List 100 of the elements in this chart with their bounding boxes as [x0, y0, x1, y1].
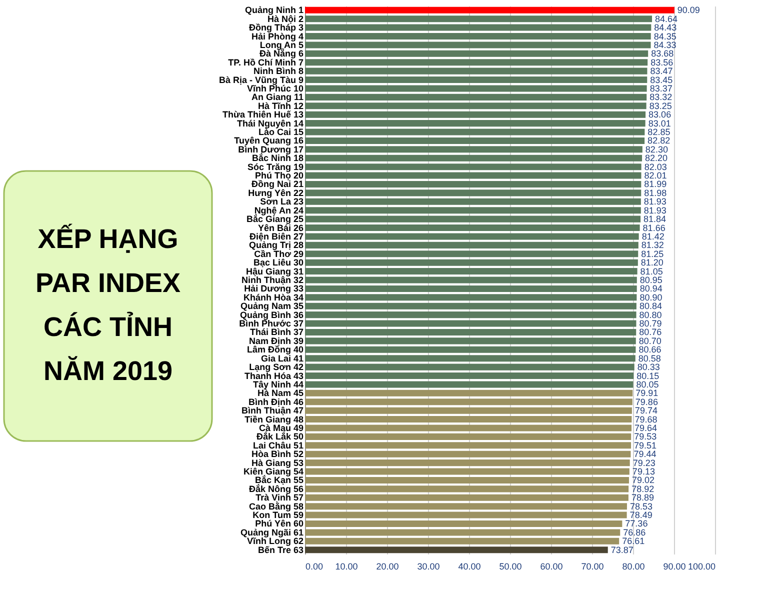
bar [305, 180, 642, 188]
bar [305, 398, 632, 406]
bar [305, 424, 632, 432]
bar [305, 538, 620, 544]
x-tick-label: 100.00 [688, 562, 716, 572]
data-label: 81.93 [644, 196, 666, 207]
data-label: 78.49 [630, 510, 652, 520]
bar [305, 468, 630, 475]
data-label: 82.82 [648, 136, 670, 146]
bar [305, 233, 639, 240]
bar [305, 276, 637, 284]
bar [305, 250, 638, 258]
bar [305, 164, 642, 170]
bar [305, 312, 636, 318]
y-tick-label: Hà Nội 2 [267, 14, 304, 24]
data-label: 83.37 [650, 83, 672, 94]
bar [305, 450, 631, 458]
data-label: 79.64 [634, 422, 658, 433]
bar [305, 94, 647, 100]
y-tick-label: Quảng Nam 35 [240, 301, 304, 312]
bar [305, 68, 648, 74]
y-tick-label: Sơn La 23 [260, 196, 304, 207]
data-label: 80.76 [639, 327, 662, 338]
bar [305, 42, 651, 48]
y-tick-label: Kon Tum 59 [252, 510, 304, 520]
data-label: 73.87 [610, 544, 634, 555]
x-tick-label: 30.00 [417, 562, 440, 572]
bar [305, 529, 620, 536]
bar [305, 372, 634, 380]
x-tick-label: 70.00 [581, 562, 604, 572]
bar [305, 6, 674, 14]
bar [305, 460, 630, 466]
data-label: 83.01 [648, 118, 671, 128]
data-label: 79.74 [634, 406, 658, 416]
x-tick-label: 60.00 [540, 562, 563, 572]
data-label: 76.86 [623, 527, 646, 538]
y-tick-label: Ninh Thuận 32 [241, 275, 304, 285]
data-label: 83.25 [649, 100, 672, 111]
data-label: 80.90 [640, 292, 662, 302]
y-tick-label: Lào Cai 15 [258, 127, 304, 138]
y-tick-label: Thanh Hóa 43 [244, 370, 304, 381]
bar [305, 520, 622, 528]
y-tick-label: Gia Lai 41 [260, 353, 304, 364]
y-tick-label: Bến Tre 63 [258, 544, 304, 555]
data-label: 90.09 [677, 5, 700, 16]
bar [305, 416, 632, 423]
x-tick-label: 90.00 [663, 562, 686, 572]
bar [305, 242, 638, 248]
y-tick-label: Hà Nam 45 [257, 388, 304, 398]
y-tick-label: An Giang 11 [251, 92, 304, 102]
y-tick-label: Tuyên Quang 16 [234, 136, 304, 146]
data-label: 84.33 [654, 40, 676, 50]
data-label: 79.68 [634, 414, 658, 424]
data-label: 80.05 [636, 379, 659, 390]
data-label: 80.80 [639, 310, 662, 320]
data-label: 79.91 [636, 388, 658, 398]
y-tick-label: Vĩnh Phúc 10 [246, 83, 304, 94]
data-label: 76.61 [622, 536, 645, 546]
bar [305, 338, 636, 344]
bar [305, 76, 648, 84]
x-tick-label: 20.00 [376, 562, 399, 572]
data-label: 79.02 [632, 475, 655, 486]
data-label: 82.03 [644, 162, 667, 172]
data-label: 78.53 [630, 501, 653, 512]
y-tick-label: Sóc Trăng 19 [247, 162, 304, 172]
data-label: 81.66 [642, 222, 666, 233]
y-tick-label: Đà Nẵng 6 [259, 48, 304, 59]
y-tick-label: Hòa Bình 52 [251, 449, 304, 460]
y-tick-label: Nghệ An 24 [254, 205, 304, 216]
y-tick-label: Thái Bình 37 [250, 327, 304, 338]
bar [305, 128, 645, 136]
y-tick-label: Tiền Giang 48 [244, 414, 304, 424]
bar [305, 346, 636, 353]
bar [305, 172, 642, 179]
y-tick-label: Lâm Đồng 40 [246, 344, 304, 355]
x-tick-label: 10.00 [335, 562, 358, 572]
data-label: 80.33 [637, 362, 660, 372]
y-tick-label: Bạc Liêu 30 [253, 258, 304, 268]
y-tick-label: Đồng Nai 21 [251, 179, 304, 190]
data-label: 83.32 [650, 92, 672, 102]
data-label: 83.45 [650, 74, 673, 85]
y-tick-label: Yên Bái 26 [258, 222, 304, 233]
bar [305, 207, 641, 214]
bar [305, 198, 641, 205]
y-tick-label: Hà Giang 53 [251, 458, 304, 468]
data-label: 79.44 [634, 449, 656, 460]
y-tick-label: TP. Hồ Chí Minh 7 [228, 57, 304, 68]
data-label: 79.86 [635, 396, 658, 407]
y-tick-label: Vĩnh Long 62 [246, 536, 304, 546]
y-tick-label: Khánh Hòa 34 [243, 292, 304, 302]
data-label: 82.01 [644, 170, 667, 181]
bar [305, 120, 646, 127]
y-tick-label: Quảng Ninh 1 [245, 5, 304, 16]
bar [305, 302, 636, 310]
bar [305, 111, 646, 118]
bar [305, 433, 632, 440]
bar [305, 285, 637, 292]
bar [305, 59, 648, 66]
data-label: 80.70 [638, 336, 662, 346]
data-label: 77.36 [625, 518, 648, 529]
